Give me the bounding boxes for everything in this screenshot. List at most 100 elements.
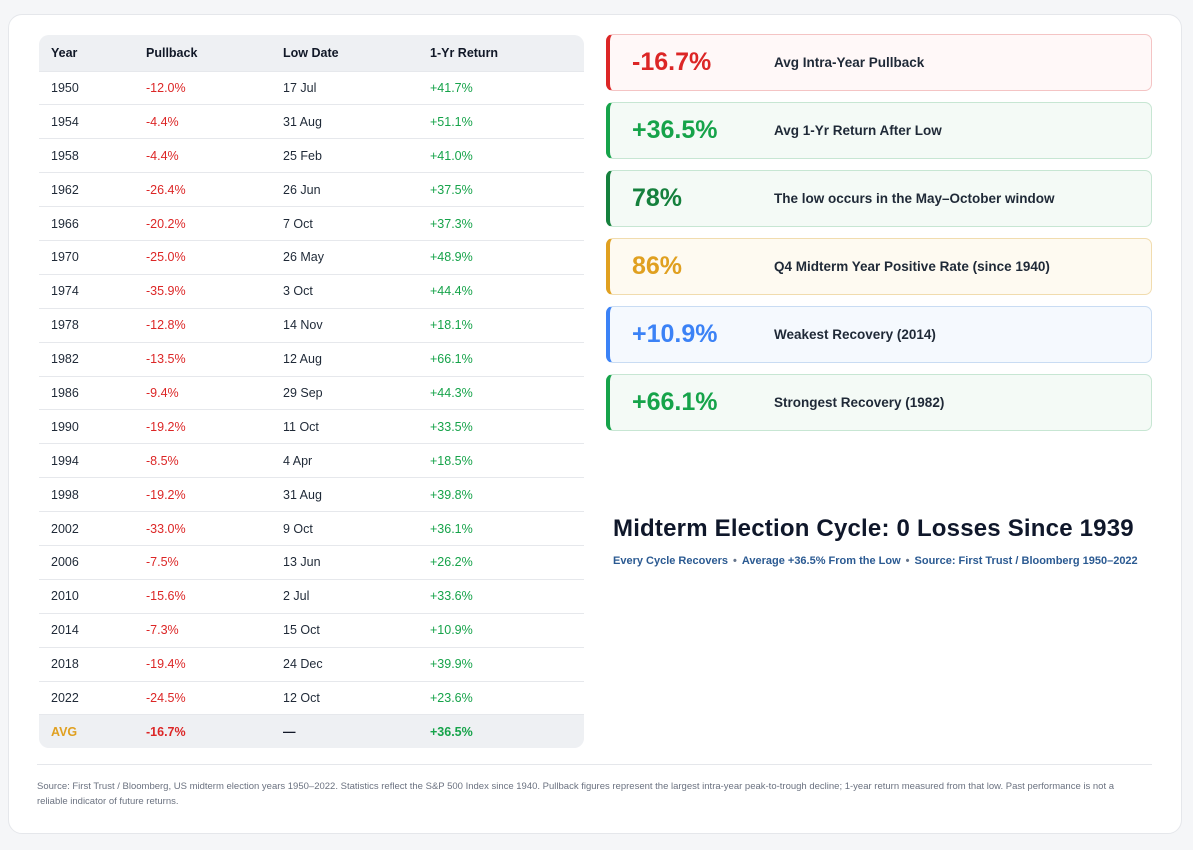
cell-pullback: -13.5% bbox=[134, 341, 271, 377]
table-row: 1990 -19.2% 11 Oct +33.5% bbox=[39, 409, 584, 444]
cell-year: AVG bbox=[39, 714, 134, 748]
stat-card-weakest-recovery: +10.9% Weakest Recovery (2014) bbox=[606, 306, 1152, 363]
cell-low-date: 4 Apr bbox=[271, 443, 418, 478]
table-row: 1994 -8.5% 4 Apr +18.5% bbox=[39, 443, 584, 478]
table-row: 2010 -15.6% 2 Jul +33.6% bbox=[39, 578, 584, 614]
cell-low-date: 26 Jun bbox=[271, 172, 418, 207]
cell-low-date: 12 Aug bbox=[271, 341, 418, 377]
cell-low-date: 29 Sep bbox=[271, 375, 418, 410]
table-row: 1966 -20.2% 7 Oct +37.3% bbox=[39, 206, 584, 241]
cell-year: 1970 bbox=[39, 239, 134, 275]
cell-year: 2018 bbox=[39, 646, 134, 682]
stat-label: The low occurs in the May–October window bbox=[774, 191, 1055, 206]
stat-value: +36.5% bbox=[632, 116, 718, 144]
stat-value: +10.9% bbox=[632, 320, 718, 348]
col-header-year: Year bbox=[39, 35, 134, 71]
cell-pullback: -20.2% bbox=[134, 206, 271, 241]
subline-separator: • bbox=[732, 555, 737, 567]
cell-return: +66.1% bbox=[418, 341, 584, 377]
cell-return: +18.5% bbox=[418, 443, 584, 478]
table-average-row: AVG -16.7% — +36.5% bbox=[39, 714, 584, 748]
cell-low-date: 24 Dec bbox=[271, 646, 418, 682]
cell-year: 2002 bbox=[39, 511, 134, 546]
data-table-panel: Year Pullback Low Date 1-Yr Return 1950-… bbox=[39, 35, 584, 748]
table-row: 1970 -25.0% 26 May +48.9% bbox=[39, 239, 584, 275]
cell-year: 1954 bbox=[39, 104, 134, 139]
cell-pullback: -4.4% bbox=[134, 104, 271, 139]
headline: Midterm Election Cycle: 0 Losses Since 1… bbox=[613, 515, 1134, 542]
cell-pullback: -12.0% bbox=[134, 70, 271, 105]
cell-pullback: -4.4% bbox=[134, 138, 271, 173]
cell-return: +51.1% bbox=[418, 104, 584, 139]
subline: Every Cycle Recovers • Average +36.5% From… bbox=[613, 555, 1158, 567]
table-header-row: Year Pullback Low Date 1-Yr Return bbox=[39, 35, 584, 71]
cell-pullback: -12.8% bbox=[134, 307, 271, 343]
cell-year: 1978 bbox=[39, 307, 134, 343]
cell-return: +39.9% bbox=[418, 646, 584, 682]
cell-pullback: -7.5% bbox=[134, 544, 271, 580]
cell-pullback: -33.0% bbox=[134, 511, 271, 546]
cell-low-date: 31 Aug bbox=[271, 104, 418, 139]
stat-label: Weakest Recovery (2014) bbox=[774, 327, 936, 342]
cell-return: +26.2% bbox=[418, 544, 584, 580]
table-row: 1998 -19.2% 31 Aug +39.8% bbox=[39, 477, 584, 512]
cell-return: +39.8% bbox=[418, 477, 584, 512]
stat-card-low-window: 78% The low occurs in the May–October wi… bbox=[606, 170, 1152, 227]
cell-low-date: 2 Jul bbox=[271, 578, 418, 614]
midterm-table: Year Pullback Low Date 1-Yr Return 1950-… bbox=[39, 35, 584, 748]
table-row: 1958 -4.4% 25 Feb +41.0% bbox=[39, 138, 584, 173]
table-body: 1950 -12.0% 17 Jul +41.7% 1954 -4.4% 31 Aug +51… bbox=[39, 70, 584, 748]
cell-pullback: -19.2% bbox=[134, 477, 271, 512]
cell-pullback: -19.2% bbox=[134, 409, 271, 444]
cell-low-date: 25 Feb bbox=[271, 138, 418, 173]
col-header-return: 1-Yr Return bbox=[418, 35, 584, 71]
stats-panel: -16.7% Avg Intra-Year Pullback +36.5% Av… bbox=[606, 34, 1152, 442]
cell-pullback: -7.3% bbox=[134, 612, 271, 648]
cell-year: 1962 bbox=[39, 172, 134, 207]
cell-return: +10.9% bbox=[418, 612, 584, 648]
cell-pullback: -9.4% bbox=[134, 375, 271, 410]
cell-low-date: 3 Oct bbox=[271, 273, 418, 309]
cell-low-date: 26 May bbox=[271, 239, 418, 275]
cell-return: +48.9% bbox=[418, 239, 584, 275]
stat-card-strongest-recovery: +66.1% Strongest Recovery (1982) bbox=[606, 374, 1152, 431]
cell-return: +41.0% bbox=[418, 138, 584, 173]
table-row: 2022 -24.5% 12 Oct +23.6% bbox=[39, 680, 584, 715]
cell-year: 1998 bbox=[39, 477, 134, 512]
divider bbox=[37, 764, 1152, 765]
cell-return: +33.5% bbox=[418, 409, 584, 444]
stat-card-q4-positive: 86% Q4 Midterm Year Positive Rate (since… bbox=[606, 238, 1152, 295]
cell-low-date: 17 Jul bbox=[271, 70, 418, 105]
cell-pullback: -15.6% bbox=[134, 578, 271, 614]
stat-value: 78% bbox=[632, 184, 683, 212]
cell-return: +37.5% bbox=[418, 172, 584, 207]
cell-return: +36.5% bbox=[418, 714, 584, 748]
footnote: Source: First Trust / Bloomberg, US midt… bbox=[37, 781, 1115, 807]
cell-low-date: 9 Oct bbox=[271, 511, 418, 546]
cell-low-date: — bbox=[271, 714, 418, 748]
table-row: 1954 -4.4% 31 Aug +51.1% bbox=[39, 104, 584, 139]
cell-year: 1958 bbox=[39, 138, 134, 173]
cell-return: +37.3% bbox=[418, 206, 584, 241]
table-row: 2006 -7.5% 13 Jun +26.2% bbox=[39, 544, 584, 580]
cell-low-date: 7 Oct bbox=[271, 206, 418, 241]
cell-year: 1950 bbox=[39, 70, 134, 105]
cell-pullback: -26.4% bbox=[134, 172, 271, 207]
cell-year: 1966 bbox=[39, 206, 134, 241]
cell-year: 2014 bbox=[39, 612, 134, 648]
table-row: 1950 -12.0% 17 Jul +41.7% bbox=[39, 70, 584, 105]
cell-return: +44.3% bbox=[418, 375, 584, 410]
cell-return: +23.6% bbox=[418, 680, 584, 715]
cell-pullback: -19.4% bbox=[134, 646, 271, 682]
subline-item: Every Cycle Recovers bbox=[613, 555, 728, 567]
cell-year: 1986 bbox=[39, 375, 134, 410]
cell-pullback: -24.5% bbox=[134, 680, 271, 715]
cell-return: +44.4% bbox=[418, 273, 584, 309]
table-row: 1986 -9.4% 29 Sep +44.3% bbox=[39, 375, 584, 410]
cell-return: +33.6% bbox=[418, 578, 584, 614]
col-header-pullback: Pullback bbox=[134, 35, 271, 71]
cell-return: +36.1% bbox=[418, 511, 584, 546]
stat-value: -16.7% bbox=[632, 48, 712, 76]
cell-year: 1982 bbox=[39, 341, 134, 377]
stat-label: Strongest Recovery (1982) bbox=[774, 395, 945, 410]
